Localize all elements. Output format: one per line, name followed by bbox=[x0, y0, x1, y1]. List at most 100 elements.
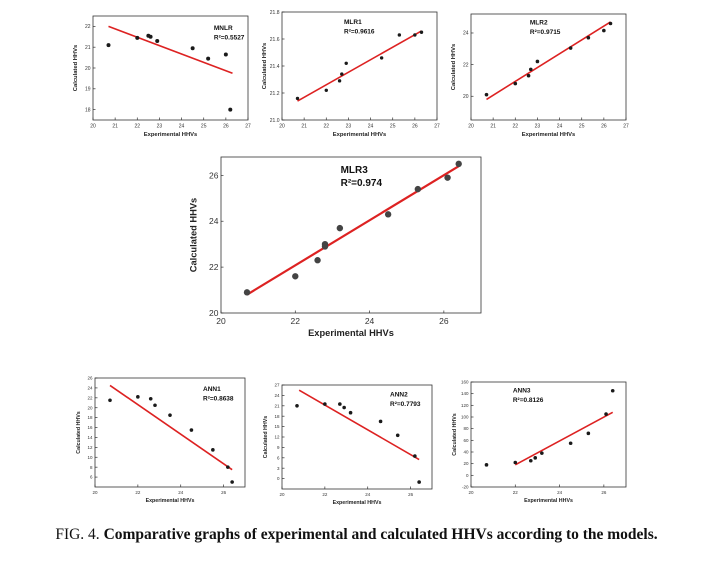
y-tick-label: 6 bbox=[90, 475, 93, 480]
data-point bbox=[340, 72, 344, 76]
x-tick-label: 20 bbox=[468, 490, 474, 495]
y-tick-label: 22 bbox=[87, 395, 93, 400]
x-axis-label: Experimental HHVs bbox=[524, 498, 573, 504]
x-tick-label: 26 bbox=[408, 492, 414, 497]
y-tick-label: 24 bbox=[274, 393, 280, 398]
r-squared-label: R²=0.5527 bbox=[214, 34, 245, 41]
x-tick-label: 24 bbox=[368, 124, 374, 130]
y-tick-label: -20 bbox=[462, 485, 469, 490]
data-point bbox=[342, 405, 346, 410]
x-axis-label: Experimental HHVs bbox=[333, 132, 386, 138]
data-point bbox=[604, 412, 608, 416]
x-tick-label: 22 bbox=[513, 124, 519, 130]
x-tick-label: 27 bbox=[623, 124, 629, 130]
x-tick-label: 20 bbox=[279, 124, 285, 130]
x-tick-label: 26 bbox=[221, 490, 227, 495]
y-tick-label: 16 bbox=[87, 425, 93, 430]
chart-title: ANN3 bbox=[513, 388, 531, 395]
data-point bbox=[323, 402, 327, 406]
plot-frame bbox=[92, 15, 249, 121]
x-tick-label: 21 bbox=[301, 124, 307, 130]
r-squared-label: R²=0.9616 bbox=[344, 28, 375, 35]
y-tick-label: 21 bbox=[85, 45, 91, 51]
figure-caption: FIG. 4. Comparative graphs of experiment… bbox=[0, 526, 713, 544]
x-tick-label: 23 bbox=[346, 124, 352, 130]
y-axis-label: Calculated HHVs bbox=[451, 44, 457, 90]
chart-title: ANN2 bbox=[390, 392, 408, 399]
y-tick-label: 60 bbox=[463, 438, 469, 443]
data-point bbox=[324, 88, 328, 93]
data-point bbox=[513, 81, 518, 86]
x-tick-label: 20 bbox=[90, 124, 96, 130]
data-point bbox=[608, 21, 613, 26]
data-point bbox=[243, 289, 251, 296]
data-point bbox=[413, 454, 417, 458]
chart-title: MLR1 bbox=[344, 19, 362, 26]
x-tick-label: 26 bbox=[601, 490, 607, 495]
x-axis-label: Experimental HHVs bbox=[308, 328, 394, 338]
data-point bbox=[146, 33, 151, 38]
x-tick-label: 22 bbox=[324, 124, 330, 130]
x-tick-label: 22 bbox=[291, 316, 301, 326]
data-point bbox=[344, 61, 348, 65]
x-tick-label: 20 bbox=[279, 492, 285, 497]
data-point bbox=[568, 441, 573, 446]
y-tick-label: 22 bbox=[85, 24, 91, 30]
y-axis-label: Calculated HHVs bbox=[189, 198, 199, 272]
x-tick-label: 26 bbox=[601, 124, 607, 130]
x-tick-label: 20 bbox=[216, 316, 226, 326]
y-tick-label: 9 bbox=[277, 445, 280, 450]
data-point bbox=[568, 46, 573, 50]
y-tick-label: 10 bbox=[87, 455, 93, 460]
data-point bbox=[384, 211, 392, 218]
regression-line bbox=[298, 389, 420, 461]
data-point bbox=[135, 35, 140, 40]
y-tick-label: 160 bbox=[461, 380, 469, 385]
regression-line bbox=[108, 25, 233, 74]
y-tick-label: 12 bbox=[274, 435, 280, 440]
data-point bbox=[379, 56, 384, 60]
x-tick-label: 21 bbox=[112, 124, 118, 130]
r-squared-label: R²=0.7793 bbox=[390, 401, 421, 408]
y-tick-label: 27 bbox=[274, 383, 280, 388]
regression-line bbox=[514, 411, 614, 466]
y-tick-label: 22 bbox=[209, 262, 219, 272]
data-point bbox=[337, 79, 342, 83]
x-tick-label: 22 bbox=[135, 124, 141, 130]
y-tick-label: 40 bbox=[463, 450, 469, 455]
data-point bbox=[414, 185, 422, 193]
r-squared-label: R²=0.8126 bbox=[513, 397, 544, 404]
data-point bbox=[419, 30, 424, 34]
data-point bbox=[513, 460, 518, 465]
chart-title: MNLR bbox=[214, 25, 233, 32]
data-point bbox=[533, 456, 538, 460]
x-tick-label: 24 bbox=[179, 124, 185, 130]
data-point bbox=[148, 397, 153, 401]
y-tick-label: 0 bbox=[277, 476, 280, 481]
y-axis-label: Calculated HHVs bbox=[262, 43, 268, 89]
y-tick-label: 15 bbox=[274, 424, 280, 429]
x-tick-label: 25 bbox=[390, 124, 396, 130]
regression-line bbox=[246, 165, 460, 296]
data-point bbox=[223, 52, 228, 57]
chart-title: MLR2 bbox=[530, 20, 548, 27]
data-point bbox=[395, 433, 400, 438]
data-point bbox=[528, 67, 533, 72]
data-point bbox=[295, 404, 299, 408]
y-tick-label: 80 bbox=[463, 426, 469, 431]
data-point bbox=[484, 463, 489, 467]
x-tick-label: 24 bbox=[557, 124, 563, 130]
data-point bbox=[397, 33, 402, 37]
data-point bbox=[189, 428, 194, 432]
data-point bbox=[484, 92, 489, 97]
data-point bbox=[321, 240, 329, 248]
x-tick-label: 22 bbox=[513, 490, 519, 495]
data-point bbox=[586, 35, 591, 40]
chart-mlr2: 20 21 22 23 24 25 26 27 20 22 24 Experimental HHVs C… bbox=[451, 13, 629, 138]
data-point bbox=[228, 107, 233, 112]
y-tick-label: 21.4 bbox=[270, 64, 280, 70]
x-axis-label: Experimental HHVs bbox=[146, 498, 195, 504]
y-tick-label: 24 bbox=[87, 385, 93, 390]
data-point bbox=[378, 419, 383, 424]
